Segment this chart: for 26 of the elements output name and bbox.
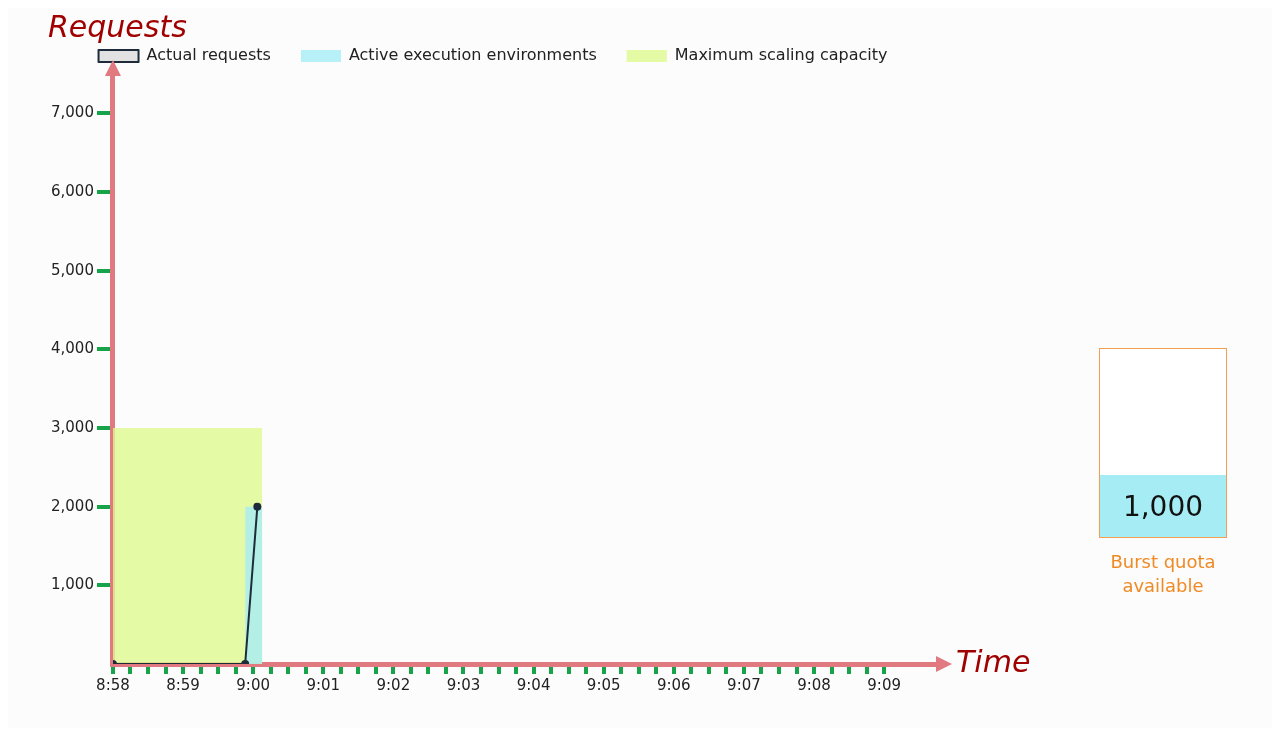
x-tick-label: 8:58 bbox=[96, 675, 130, 694]
legend-label: Actual requests bbox=[146, 45, 271, 65]
x-tick-label: 9:02 bbox=[376, 675, 411, 694]
y-tick-label: 1,000 bbox=[50, 575, 94, 594]
y-tick-label: 6,000 bbox=[50, 181, 94, 200]
x-tick-label: 9:07 bbox=[727, 675, 761, 694]
x-tick-label: 9:05 bbox=[586, 675, 621, 694]
y-tick-label: 3,000 bbox=[50, 417, 94, 436]
x-tick-label: 8:59 bbox=[166, 675, 200, 694]
y-tick-label: 5,000 bbox=[50, 260, 94, 279]
legend-label: Maximum scaling capacity bbox=[674, 45, 888, 65]
x-tick-label: 9:06 bbox=[656, 675, 691, 694]
gauge-box: 1,000 bbox=[1099, 348, 1227, 538]
text: Burst quota available bbox=[1109, 550, 1217, 598]
x-tick-label: 9:04 bbox=[516, 675, 551, 694]
x-tick-label: 9:08 bbox=[797, 675, 831, 694]
x-tick-label: 9:09 bbox=[867, 675, 901, 694]
x-tick-label: 9:03 bbox=[446, 675, 481, 694]
y-tick-label: 7,000 bbox=[50, 103, 94, 122]
y-tick-label: 4,000 bbox=[50, 339, 94, 358]
y-axis-title: Requests bbox=[47, 8, 187, 44]
y-tick-label: 2,000 bbox=[50, 496, 94, 515]
x-axis-title: Time bbox=[956, 643, 1031, 679]
x-tick-label: 9:00 bbox=[236, 675, 270, 694]
x-tick-label: 9:01 bbox=[306, 675, 341, 694]
legend-label: Active execution environments bbox=[348, 45, 597, 65]
